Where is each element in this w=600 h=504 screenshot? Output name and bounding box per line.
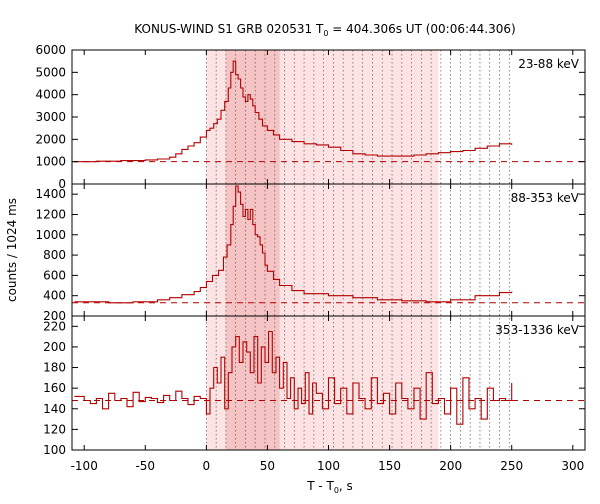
series-step-curve: [74, 330, 513, 425]
energy-band-label: 88-353 keV: [511, 191, 580, 205]
y-tick-label: 2000: [35, 132, 66, 146]
y-tick-label: 120: [43, 422, 66, 436]
y-tick-label: 1400: [35, 187, 66, 201]
y-tick-label: 100: [43, 443, 66, 457]
x-tick-label: 250: [500, 459, 523, 473]
energy-band-label: 23-88 keV: [518, 57, 580, 71]
y-axis-label: counts / 1024 ms: [5, 198, 19, 302]
y-tick-label: 3000: [35, 110, 66, 124]
y-tick-label: 200: [43, 340, 66, 354]
y-tick-label: 0: [58, 177, 66, 191]
energy-band-label: 353-1336 keV: [495, 323, 579, 337]
x-tick-label: 150: [378, 459, 401, 473]
x-tick-label: -100: [71, 459, 98, 473]
panel-frame: [71, 315, 586, 451]
y-tick-label: 400: [43, 289, 66, 303]
y-tick-label: 160: [43, 381, 66, 395]
y-tick-label: 5000: [35, 65, 66, 79]
x-tick-label: 0: [203, 459, 211, 473]
series-step-curve: [74, 60, 513, 163]
x-axis-label: T - T0, s: [306, 479, 353, 495]
y-tick-label: 1200: [35, 207, 66, 221]
y-tick-label: 180: [43, 361, 66, 375]
y-tick-label: 800: [43, 248, 66, 262]
x-tick-label: 300: [561, 459, 584, 473]
y-tick-label: 140: [43, 402, 66, 416]
y-tick-label: 1000: [35, 155, 66, 169]
y-tick-label: 6000: [35, 43, 66, 57]
y-tick-label: 1000: [35, 228, 66, 242]
x-tick-label: -50: [135, 459, 155, 473]
chart-title: KONUS-WIND S1 GRB 020531 T0 = 404.306s U…: [134, 22, 515, 38]
panel-0: 0 1000 2000 3000 4000 5000 6000 23-88 keV: [35, 43, 586, 191]
y-tick-label: 600: [43, 268, 66, 282]
y-tick-label: 4000: [35, 88, 66, 102]
x-tick-label: 100: [317, 459, 340, 473]
y-tick-label: 220: [43, 319, 66, 333]
y-tick-label: 200: [43, 309, 66, 323]
shaded-interval-1: [225, 50, 280, 450]
series-step-curve: [74, 185, 513, 304]
panel-2: 100 120 140 160 180 200 220 353-1336 keV: [43, 315, 586, 457]
x-tick-label: 200: [439, 459, 462, 473]
x-tick-label: 50: [260, 459, 275, 473]
